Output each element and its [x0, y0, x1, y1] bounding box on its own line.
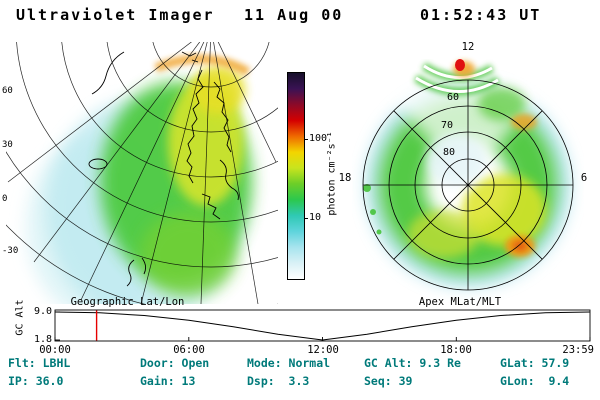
map-grid — [6, 42, 278, 304]
status-flt: Flt: LBHL — [8, 356, 71, 370]
map-coastlines — [88, 51, 239, 287]
gc-alt-ylabel: GC Alt — [14, 299, 26, 336]
x-tick-label: 00:00 — [39, 344, 71, 356]
y-tick-label-high: 9.0 — [33, 306, 52, 317]
x-tick-label: 12:00 — [307, 344, 339, 356]
map-lat-label: 60 — [2, 86, 13, 96]
colorbar-tick-10: 10 — [309, 212, 322, 223]
status-glat: GLat: 57.9 — [500, 356, 570, 370]
map-panel-title: Geographic Lat/Lon — [70, 296, 185, 308]
status-gcalt: GC Alt: 9.3 Re — [364, 356, 461, 370]
mlt-label-6: 6 — [580, 172, 588, 184]
map-lat-label: 30 — [2, 140, 13, 150]
status-glon: GLon: 9.4 — [500, 374, 570, 388]
status-door: Door: Open — [140, 356, 210, 370]
status-dsp: Dsp: 3.3 — [247, 374, 310, 388]
polar-aurora-image — [363, 59, 570, 287]
x-tick-label: 23:59 — [562, 344, 594, 356]
status-ip: IP: 36.0 — [8, 374, 64, 388]
map-lat-label: 0 — [2, 194, 8, 204]
mlat-label-70: 70 — [440, 120, 454, 131]
geographic-map — [6, 42, 278, 304]
mlat-label-60: 60 — [446, 92, 460, 103]
colorbar-tick-mark — [304, 139, 308, 140]
gc-alt-chart — [54, 309, 591, 342]
header-title: Ultraviolet Imager — [16, 6, 215, 24]
x-tick-label: 06:00 — [173, 344, 205, 356]
polar-grid — [362, 79, 574, 291]
status-mode: Mode: Normal — [247, 356, 331, 370]
header-date: 11 Aug 00 — [244, 6, 344, 24]
apex-polar-plot — [362, 59, 574, 291]
status-seq: Seq: 39 — [364, 374, 413, 388]
gc-alt-curve — [54, 311, 590, 341]
map-lat-label: -30 — [2, 246, 19, 256]
colorbar-tick-mark — [304, 218, 308, 219]
mlt-label-12: 12 — [461, 41, 475, 53]
colorbar-tick-100: 100 — [309, 133, 328, 144]
mlat-label-80: 80 — [442, 147, 456, 158]
y-tick-label-low: 1.8 — [33, 334, 52, 345]
status-gain: Gain: 13 — [140, 374, 196, 388]
polar-panel-title: Apex MLat/MLT — [418, 296, 502, 308]
y-axis-ticks — [55, 311, 60, 341]
colorbar — [287, 72, 305, 280]
x-tick-label: 18:00 — [440, 344, 472, 356]
header-time: 01:52:43 UT — [420, 6, 542, 24]
mlt-label-18: 18 — [338, 172, 352, 184]
